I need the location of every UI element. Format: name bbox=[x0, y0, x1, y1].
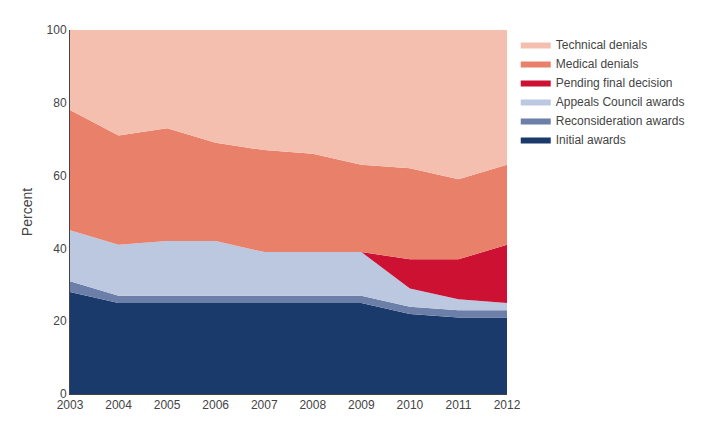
svg-text:2012: 2012 bbox=[494, 398, 521, 412]
svg-text:40: 40 bbox=[53, 242, 67, 256]
svg-text:100: 100 bbox=[47, 23, 67, 37]
svg-text:2008: 2008 bbox=[299, 398, 326, 412]
svg-text:0: 0 bbox=[60, 387, 67, 401]
svg-text:20: 20 bbox=[53, 314, 67, 328]
svg-text:Reconsideration awards: Reconsideration awards bbox=[556, 114, 685, 128]
svg-text:2003: 2003 bbox=[57, 398, 84, 412]
svg-text:Percent: Percent bbox=[19, 188, 35, 236]
svg-text:Technical denials: Technical denials bbox=[556, 38, 647, 52]
svg-text:Initial awards: Initial awards bbox=[556, 133, 626, 147]
svg-text:2009: 2009 bbox=[348, 398, 375, 412]
svg-text:2004: 2004 bbox=[105, 398, 132, 412]
svg-text:Medical denials: Medical denials bbox=[556, 57, 639, 71]
svg-text:80: 80 bbox=[53, 96, 67, 110]
svg-text:Appeals Council awards: Appeals Council awards bbox=[556, 95, 685, 109]
svg-text:2010: 2010 bbox=[397, 398, 424, 412]
svg-text:2005: 2005 bbox=[154, 398, 181, 412]
svg-text:Pending final decision: Pending final decision bbox=[556, 76, 673, 90]
svg-text:2006: 2006 bbox=[202, 398, 229, 412]
svg-text:60: 60 bbox=[53, 169, 67, 183]
svg-text:2007: 2007 bbox=[251, 398, 278, 412]
svg-text:2011: 2011 bbox=[446, 398, 472, 412]
